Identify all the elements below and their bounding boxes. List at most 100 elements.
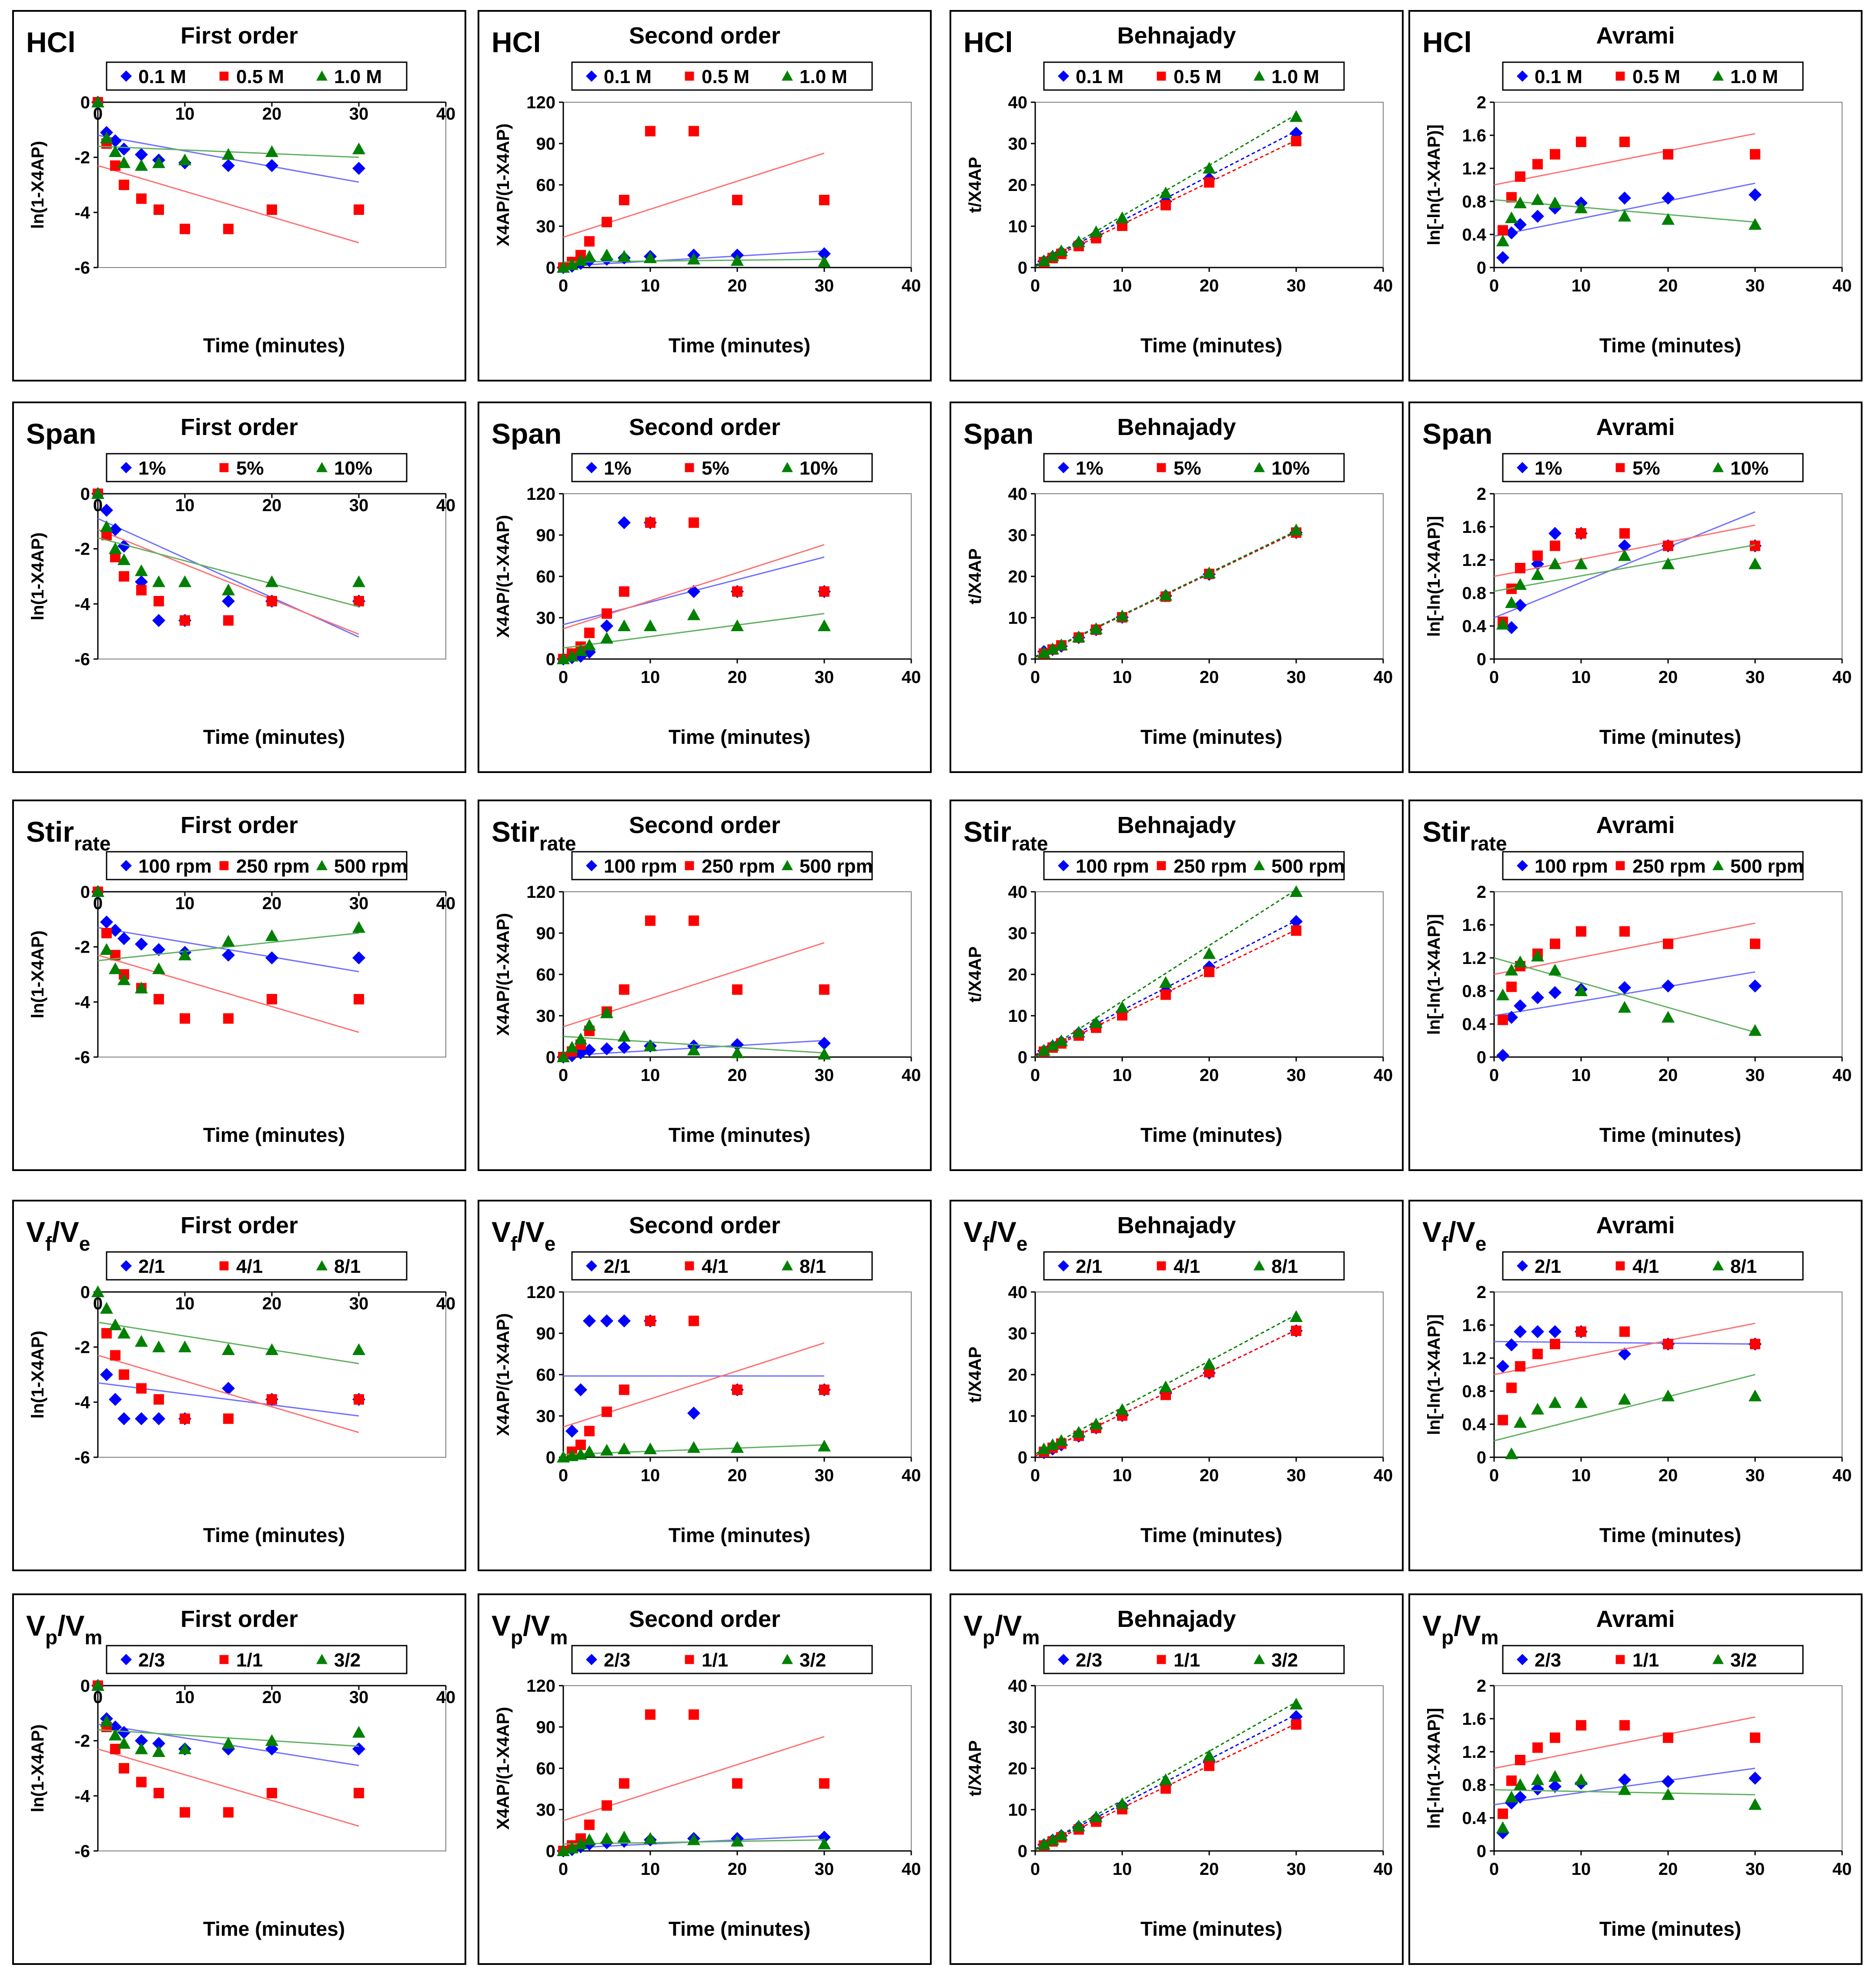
- panel-label: Span: [492, 418, 562, 450]
- data-point: [732, 984, 742, 995]
- x-tick-label: 30: [349, 1688, 369, 1707]
- data-point: [178, 1340, 191, 1352]
- x-tick-label: 20: [1200, 668, 1219, 687]
- x-tick-label: 40: [1833, 1860, 1852, 1879]
- data-point: [602, 608, 612, 619]
- y-tick-label: 0: [1477, 258, 1486, 278]
- legend-marker-3: [782, 462, 793, 472]
- y-axis-label: ln(1-X4AP): [28, 1331, 47, 1419]
- data-point: [1663, 1732, 1673, 1743]
- legend-box: [571, 61, 873, 91]
- chart-panel-3-0: 0 10 20 30 40 -6 -4 -2 0 Vf/Ve First order 2/1 4/1 8/…: [12, 1200, 466, 1571]
- chart-title: Avrami: [1596, 1212, 1675, 1238]
- panel-label: Stirrate: [963, 816, 1048, 855]
- data-point: [574, 644, 587, 656]
- data-point: [110, 1743, 120, 1754]
- data-point: [109, 924, 122, 937]
- legend-label-1: 2/3: [138, 1650, 165, 1671]
- data-point: [1046, 1039, 1059, 1051]
- series-3: [1035, 885, 1303, 1058]
- data-point: [1548, 527, 1562, 540]
- x-tick-label: 0: [1030, 276, 1040, 295]
- data-point: [1749, 979, 1762, 993]
- data-point: [731, 1441, 744, 1453]
- legend-label-3: 8/1: [1730, 1256, 1757, 1277]
- data-point: [1663, 1339, 1673, 1349]
- legend-marker-3: [1254, 462, 1265, 472]
- data-point: [644, 619, 657, 631]
- data-point: [1548, 986, 1562, 999]
- legend-label-2: 250 rpm: [1632, 856, 1706, 877]
- data-point: [178, 1742, 191, 1754]
- data-point: [1090, 1016, 1103, 1028]
- chart-title: Behnajady: [1117, 1212, 1236, 1238]
- data-point: [352, 921, 365, 933]
- y-tick-label: 10: [1008, 609, 1028, 628]
- data-point: [1496, 251, 1509, 264]
- y-tick-label: -4: [74, 993, 90, 1012]
- y-tick-label: 90: [536, 1324, 556, 1343]
- data-point: [91, 1285, 104, 1297]
- data-point: [574, 1383, 587, 1396]
- data-point: [152, 156, 165, 168]
- data-point: [818, 1837, 831, 1850]
- data-point: [265, 575, 278, 587]
- x-tick-label: 40: [1374, 668, 1393, 687]
- data-point: [687, 1833, 700, 1845]
- legend-marker-1: [1058, 1654, 1069, 1665]
- data-point: [1505, 1338, 1518, 1352]
- panel-label: HCl: [963, 26, 1013, 58]
- legend-marker-2: [1615, 1655, 1625, 1664]
- x-tick-label: 40: [436, 1294, 456, 1313]
- y-axis-label-text: X4AP/(1-X4AP): [494, 1707, 513, 1830]
- y-axis-label-text: t/X4AP: [966, 157, 985, 213]
- y-tick-label: 30: [1008, 134, 1028, 154]
- y-axis-label-text: t/X4AP: [966, 947, 985, 1003]
- x-tick-label: 10: [1113, 668, 1132, 687]
- data-point: [1090, 225, 1103, 238]
- legend-label-1: 2/1: [1076, 1256, 1102, 1277]
- data-point: [1037, 646, 1050, 658]
- data-point: [223, 1807, 234, 1818]
- legend: 2/1 4/1 8/1: [106, 1251, 408, 1281]
- data-point: [1090, 1810, 1103, 1823]
- y-axis-label: X4AP/(1-X4AP): [494, 1707, 513, 1830]
- data-point: [1160, 989, 1171, 1000]
- data-point: [1749, 1798, 1762, 1810]
- y-tick-label: 0: [1477, 1448, 1486, 1467]
- data-point: [117, 1327, 130, 1339]
- x-tick-label: 10: [641, 668, 660, 687]
- x-tick-label: 30: [349, 1294, 369, 1313]
- data-point: [135, 1335, 148, 1347]
- y-axis-label: X4AP/(1-X4AP): [494, 515, 513, 638]
- series-3: [1494, 1770, 1762, 1833]
- data-point: [600, 1006, 613, 1018]
- panel-label: Span: [963, 418, 1033, 450]
- data-point: [1037, 1442, 1050, 1454]
- data-point: [110, 160, 120, 171]
- data-point: [354, 204, 364, 215]
- legend-marker-1: [1058, 462, 1069, 473]
- y-tick-label: 60: [536, 1759, 556, 1778]
- data-point: [222, 1343, 235, 1355]
- x-tick-label: 20: [262, 496, 282, 515]
- legend: 1% 5% 10%: [571, 453, 873, 482]
- data-point: [222, 148, 235, 160]
- y-tick-label: 60: [536, 965, 556, 984]
- x-tick-label: 40: [1374, 1466, 1393, 1485]
- x-tick-label: 10: [1113, 1066, 1132, 1085]
- data-point: [618, 619, 631, 631]
- data-point: [1290, 523, 1303, 535]
- data-point: [818, 1037, 831, 1050]
- y-tick-label: 60: [536, 567, 556, 586]
- x-tick-label: 20: [262, 1294, 282, 1313]
- y-axis-label: X4AP/(1-X4AP): [494, 1313, 513, 1436]
- y-tick-label: 40: [1008, 1283, 1028, 1302]
- legend-label-2: 5%: [1174, 458, 1201, 479]
- data-point: [584, 236, 595, 247]
- data-point: [1116, 1403, 1129, 1415]
- chart-panel-3-1: 0 10 20 30 40 0 30 60 90 120 Vf/Ve Second order 2/1 4…: [478, 1200, 932, 1571]
- series-3: [1494, 544, 1762, 630]
- x-tick-label: 0: [558, 668, 568, 687]
- y-tick-label: 0: [1018, 1048, 1027, 1067]
